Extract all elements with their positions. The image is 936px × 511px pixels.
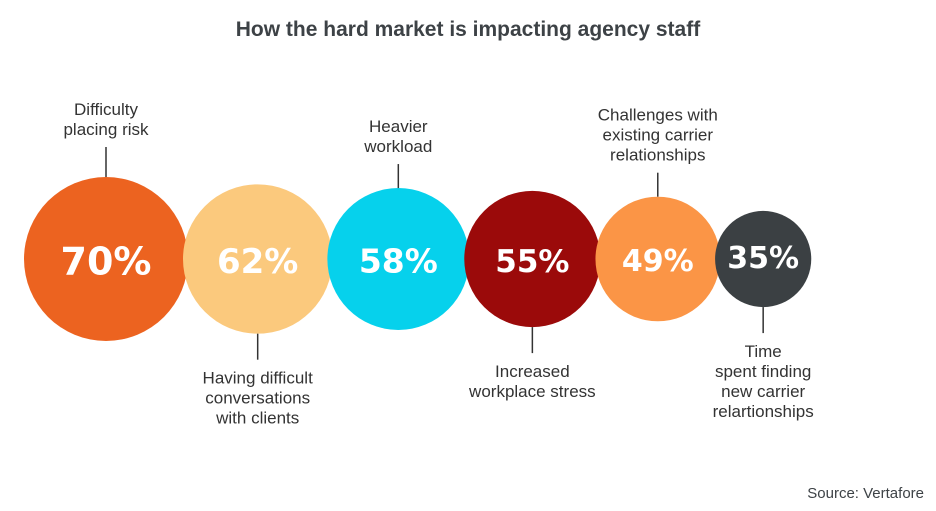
bubble-value-3: 55% [495, 244, 569, 280]
category-label-4: Challenges with existing carrier relations… [598, 106, 718, 165]
bubble-1 [183, 184, 333, 334]
bubble-5 [715, 210, 812, 308]
category-label-1: Having difficult conversations with client… [203, 369, 314, 428]
source-note: Source: Vertafore [807, 485, 924, 502]
category-label-3: Increased workplace stress [468, 362, 596, 401]
bubble-3 [464, 190, 601, 328]
bubble-value-1: 62% [217, 242, 298, 282]
bubble-value-0: 70% [61, 240, 152, 284]
chart-title: How the hard market is impacting agency … [235, 18, 701, 41]
bubble-2 [327, 188, 470, 330]
category-label-2: Heavier workload [363, 117, 432, 156]
bubble-0 [24, 177, 188, 341]
bubble-4 [595, 196, 721, 322]
bubble-value-5: 35% [727, 241, 799, 276]
bubble-value-4: 49% [622, 244, 694, 279]
category-label-0: Difficulty placing risk [63, 100, 149, 139]
bubble-value-2: 58% [359, 241, 438, 280]
category-label-5: Time spent finding new carrier relartionshi… [713, 342, 814, 421]
